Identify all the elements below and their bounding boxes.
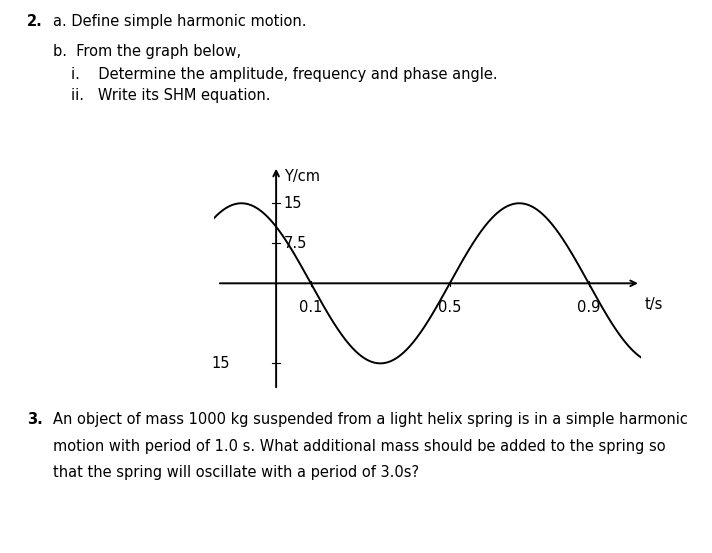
Text: 15: 15: [212, 356, 231, 371]
Text: 0.9: 0.9: [577, 300, 600, 315]
Text: 7.5: 7.5: [284, 236, 307, 251]
Text: that the spring will oscillate with a period of 3.0s?: that the spring will oscillate with a pe…: [53, 465, 419, 480]
Text: a. Define simple harmonic motion.: a. Define simple harmonic motion.: [53, 14, 307, 29]
Text: ii.   Write its SHM equation.: ii. Write its SHM equation.: [71, 88, 271, 103]
Text: 15: 15: [284, 196, 303, 211]
Text: An object of mass 1000 kg suspended from a light helix spring is in a simple har: An object of mass 1000 kg suspended from…: [53, 412, 689, 427]
Text: 0.5: 0.5: [438, 300, 461, 315]
Text: b.  From the graph below,: b. From the graph below,: [53, 44, 241, 59]
Text: Y/cm: Y/cm: [284, 169, 320, 184]
Text: motion with period of 1.0 s. What additional mass should be added to the spring : motion with period of 1.0 s. What additi…: [53, 439, 666, 453]
Text: 0.1: 0.1: [299, 300, 323, 315]
Text: 2.: 2.: [27, 14, 43, 29]
Text: t/s: t/s: [644, 296, 663, 312]
Text: 3.: 3.: [27, 412, 43, 427]
Text: i.    Determine the amplitude, frequency and phase angle.: i. Determine the amplitude, frequency an…: [71, 67, 498, 82]
